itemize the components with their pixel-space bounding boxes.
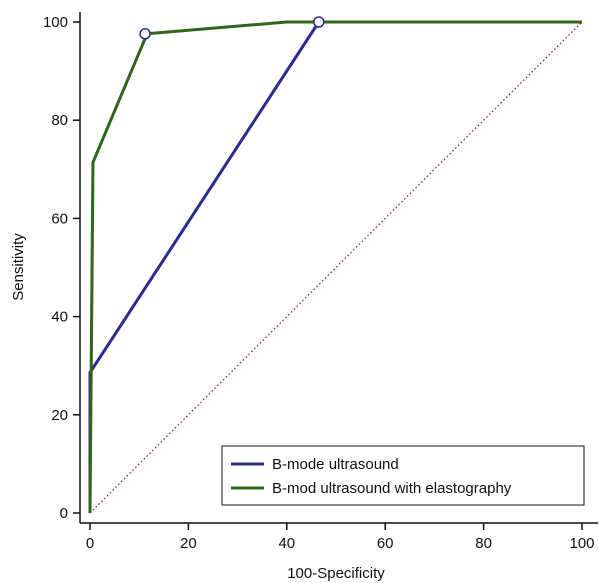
y-tick-label: 80: [51, 112, 68, 129]
x-axis-title: 100-Specificity: [287, 565, 385, 582]
plot-frame: [79, 12, 598, 524]
marker-layer: [139, 16, 325, 40]
legend-box: [221, 445, 585, 506]
x-axis-ticks: 0 20 40 60 80 100: [86, 523, 595, 552]
x-tick-label: 20: [180, 535, 197, 552]
x-tick-label: 0: [86, 535, 94, 552]
y-tick-label: 40: [51, 309, 68, 326]
cutoff-marker: [139, 28, 151, 40]
reference-diagonal: [89, 21, 583, 514]
x-tick-label: 80: [475, 535, 492, 552]
y-tick-label: 0: [60, 505, 68, 522]
cutoff-marker: [313, 16, 325, 28]
x-tick-label: 60: [377, 535, 394, 552]
y-tick-label: 20: [51, 407, 68, 424]
y-axis-ticks: 0 20 40 60 80 100: [43, 14, 80, 522]
legend-label-b-mode: B-mode ultrasound: [272, 456, 399, 473]
y-axis-title: Sensitivity: [10, 233, 27, 301]
y-tick-label: 100: [43, 14, 68, 31]
legend: B-mode ultrasound B-mod ultrasound with …: [221, 445, 585, 506]
legend-label-elastography: B-mod ultrasound with elastography: [272, 480, 512, 497]
x-tick-label: 100: [569, 535, 594, 552]
reference-line: [89, 21, 583, 514]
x-tick-label: 40: [278, 535, 295, 552]
y-tick-label: 60: [51, 210, 68, 227]
